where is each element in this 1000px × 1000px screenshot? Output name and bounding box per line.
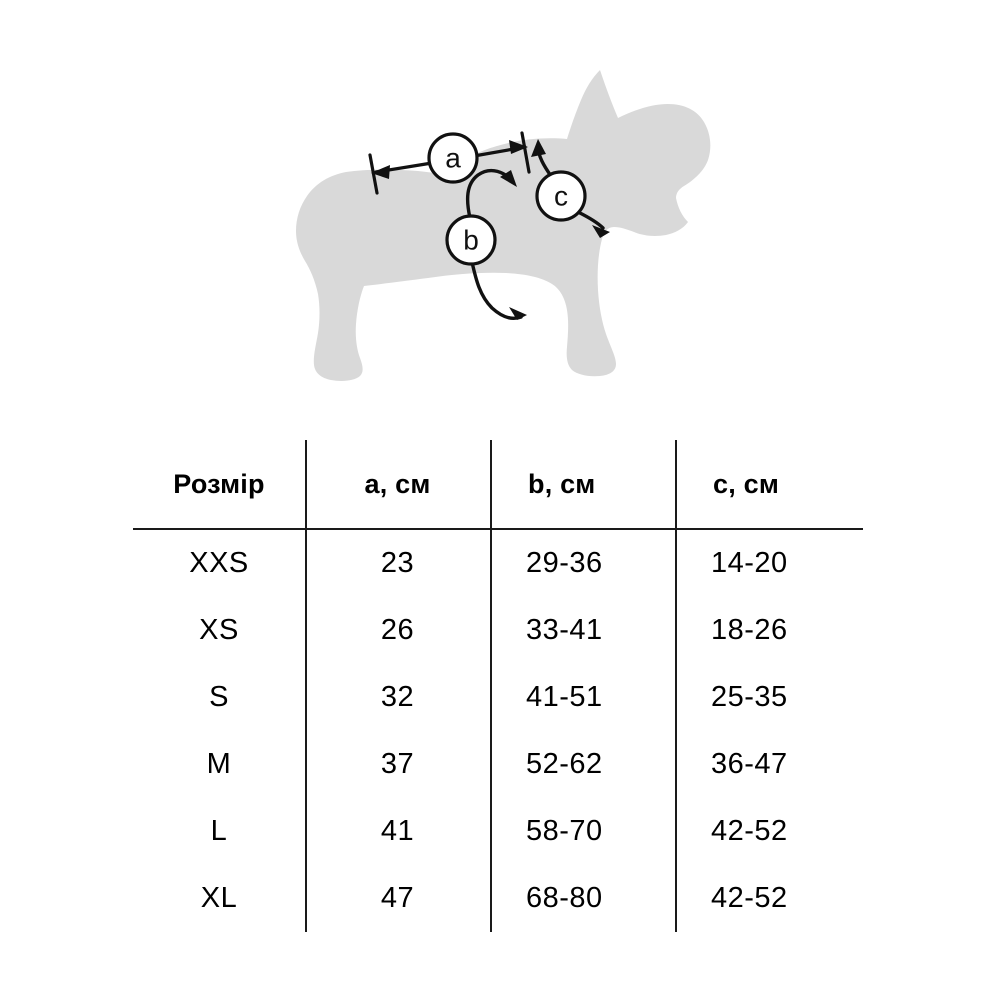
cell-c: 42-52 (711, 815, 788, 847)
table-row: XL 47 68-80 42-52 (133, 865, 863, 932)
column-header-size: Розмір (133, 440, 305, 530)
marker-c-curve-lower (576, 210, 605, 230)
cell-b: 52-62 (526, 748, 603, 780)
marker-b-arrowhead-lower (509, 307, 527, 320)
measurement-marker-a: a (368, 131, 531, 195)
measurement-marker-b: b (445, 168, 527, 320)
cell-size: L (210, 815, 228, 847)
cell-a: 47 (380, 882, 415, 914)
cell-b: 29-36 (526, 547, 603, 579)
cell-size: XS (199, 614, 239, 646)
cell-b: 33-41 (526, 614, 603, 646)
cell-a: 23 (380, 547, 415, 579)
cell-size: M (206, 748, 232, 780)
marker-a-arrowhead-left (371, 165, 390, 179)
marker-a-label: a (445, 143, 461, 174)
cell-size: XXS (189, 547, 249, 579)
cell-c: 14-20 (711, 547, 788, 579)
table-row: S 32 41-51 25-35 (133, 664, 863, 731)
cell-b: 68-80 (526, 882, 603, 914)
column-header-a: a, см (305, 440, 490, 530)
cell-a: 26 (380, 614, 415, 646)
marker-b-label: b (463, 225, 479, 256)
table-row: XS 26 33-41 18-26 (133, 597, 863, 664)
marker-a-left-tick (368, 153, 379, 195)
cell-b: 41-51 (526, 681, 603, 713)
cell-c: 36-47 (711, 748, 788, 780)
marker-a-arrowhead-right (509, 140, 528, 154)
cell-a: 41 (380, 815, 415, 847)
marker-a-right-tick (520, 131, 531, 174)
table-row: XXS 23 29-36 14-20 (133, 529, 863, 597)
cell-a: 32 (380, 681, 415, 713)
column-header-c: c, см (675, 440, 863, 530)
marker-b-curve-lower (470, 260, 523, 320)
cell-a: 37 (380, 748, 415, 780)
cell-c: 42-52 (711, 882, 788, 914)
table-column-divider-3 (675, 440, 677, 932)
cell-size: S (209, 681, 229, 713)
measurement-marker-c: c (531, 139, 610, 238)
marker-c-badge (535, 170, 587, 222)
table-column-divider-1 (305, 440, 307, 932)
size-table-container: Розмір a, см b, см c, см XXS 23 29-36 14… (0, 420, 1000, 1000)
dog-silhouette-icon (296, 70, 711, 381)
table-row: L 41 58-70 42-52 (133, 798, 863, 865)
cell-c: 25-35 (711, 681, 788, 713)
column-header-b: b, см (490, 440, 675, 530)
dog-measurement-diagram: a b (0, 0, 1000, 420)
marker-b-arrowhead-upper (500, 170, 517, 187)
table-column-divider-2 (490, 440, 492, 932)
marker-c-label: c (554, 181, 568, 212)
cell-b: 58-70 (526, 815, 603, 847)
cell-size: XL (200, 882, 238, 914)
cell-c: 18-26 (711, 614, 788, 646)
table-row: M 37 52-62 36-47 (133, 731, 863, 798)
marker-a-badge (427, 132, 479, 184)
table-header-row: Розмір a, см b, см c, см (133, 440, 863, 530)
size-table: Розмір a, см b, см c, см XXS 23 29-36 14… (133, 440, 863, 932)
marker-c-arrowhead-lower (592, 225, 610, 238)
marker-c-arrowhead-upper (531, 139, 546, 157)
marker-b-badge (445, 214, 497, 266)
